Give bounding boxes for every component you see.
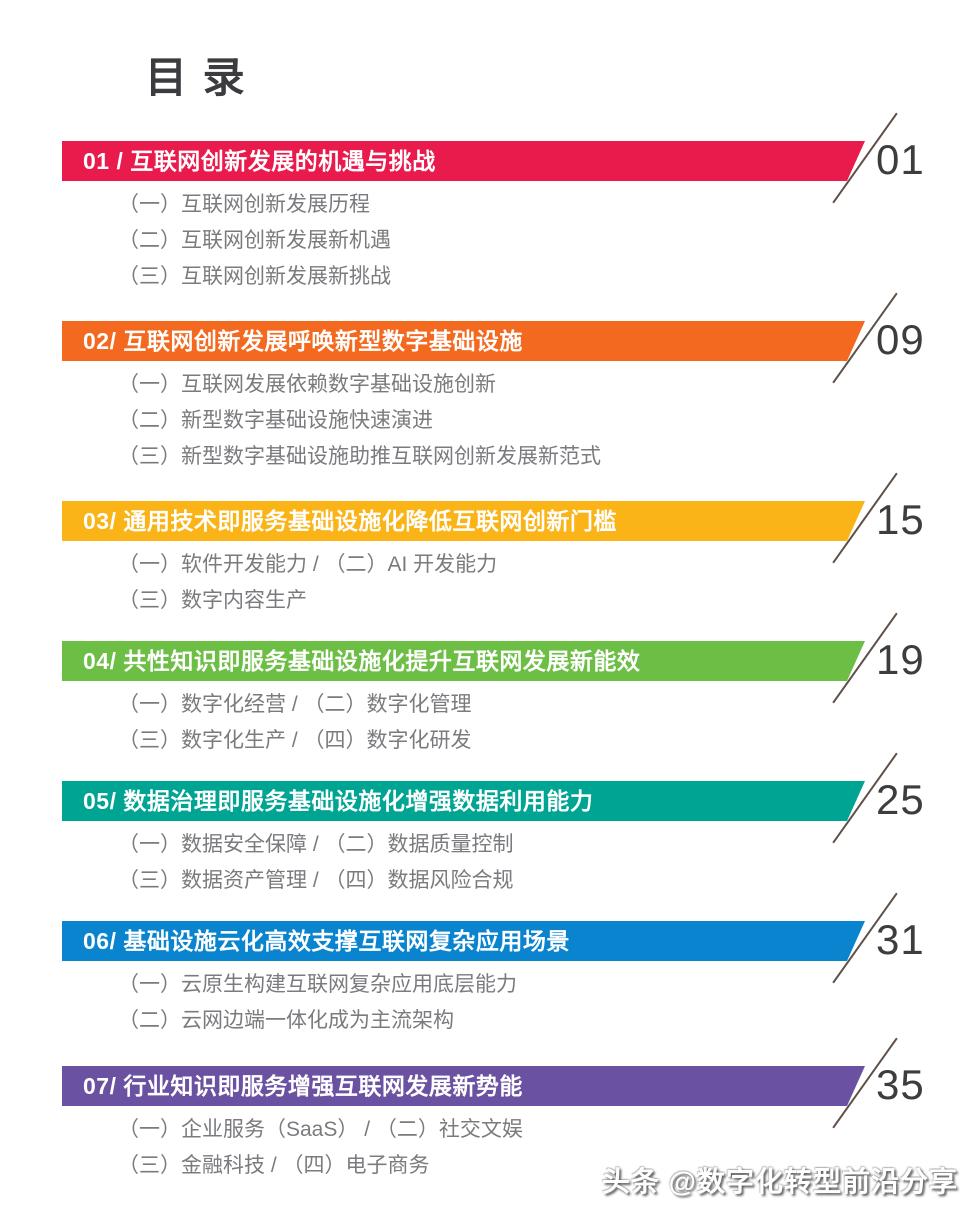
section-banner: 01 / 互联网创新发展的机遇与挑战 <box>62 141 865 181</box>
section-banner: 05/ 数据治理即服务基础设施化增强数据利用能力 <box>62 781 865 821</box>
toc-item: （一）互联网创新发展历程 <box>118 193 370 216</box>
toc-item: （三）数字内容生产 <box>118 589 307 612</box>
toc-item: （二）互联网创新发展新机遇 <box>118 229 391 252</box>
section-page-number: 25 <box>876 776 925 823</box>
section-page-number: 35 <box>876 1061 925 1108</box>
section-title: 03/ 通用技术即服务基础设施化降低互联网创新门槛 <box>83 508 617 534</box>
section-page-number: 15 <box>876 496 925 543</box>
toc-section-04: 04/ 共性知识即服务基础设施化提升互联网发展新能效 19 （一）数字化经营 /… <box>62 612 972 759</box>
toc-item: （三）新型数字基础设施助推互联网创新发展新范式 <box>118 445 601 468</box>
section-banner: 04/ 共性知识即服务基础设施化提升互联网发展新能效 <box>62 641 865 681</box>
watermark: 头条 @数字化转型前沿分享 <box>601 1166 958 1197</box>
section-items: （一）数据安全保障 / （二）数据质量控制 （三）数据资产管理 / （四）数据风… <box>62 827 972 899</box>
section-items: （一）软件开发能力 / （二）AI 开发能力 （三）数字内容生产 <box>62 547 972 619</box>
toc-section-01: 01 / 互联网创新发展的机遇与挑战 01 （一）互联网创新发展历程 （二）互联… <box>62 112 972 295</box>
section-items: （一）互联网发展依赖数字基础设施创新 （二）新型数字基础设施快速演进 （三）新型… <box>62 367 972 475</box>
section-banner: 06/ 基础设施云化高效支撑互联网复杂应用场景 <box>62 921 865 961</box>
section-items: （一）数字化经营 / （二）数字化管理 （三）数字化生产 / （四）数字化研发 <box>62 687 972 759</box>
toc-item: （一）软件开发能力 / （二）AI 开发能力 <box>118 553 498 576</box>
toc-item: （三）金融科技 / （四）电子商务 <box>118 1154 430 1177</box>
section-page-number: 01 <box>876 136 925 183</box>
toc-item: （一）数字化经营 / （二）数字化管理 <box>118 693 472 716</box>
toc-item: （三）数字化生产 / （四）数字化研发 <box>118 729 472 752</box>
toc-section-05: 05/ 数据治理即服务基础设施化增强数据利用能力 25 （一）数据安全保障 / … <box>62 752 972 899</box>
toc-item: （一）互联网发展依赖数字基础设施创新 <box>118 373 496 396</box>
section-page-number: 09 <box>876 316 925 363</box>
section-title: 01 / 互联网创新发展的机遇与挑战 <box>83 148 436 174</box>
section-items: （一）云原生构建互联网复杂应用底层能力 （二）云网边端一体化成为主流架构 <box>62 967 972 1039</box>
toc-item: （三）数据资产管理 / （四）数据风险合规 <box>118 869 514 892</box>
toc-item: （一）企业服务（SaaS） / （二）社交文娱 <box>118 1118 523 1141</box>
section-items: （一）企业服务（SaaS） / （二）社交文娱 （三）金融科技 / （四）电子商… <box>62 1112 972 1184</box>
toc-section-06: 06/ 基础设施云化高效支撑互联网复杂应用场景 31 （一）云原生构建互联网复杂… <box>62 892 972 1039</box>
toc-item: （一）数据安全保障 / （二）数据质量控制 <box>118 833 514 856</box>
toc-section-02: 02/ 互联网创新发展呼唤新型数字基础设施 09 （一）互联网发展依赖数字基础设… <box>62 292 972 475</box>
section-page-number: 31 <box>876 916 925 963</box>
toc-section-03: 03/ 通用技术即服务基础设施化降低互联网创新门槛 15 （一）软件开发能力 /… <box>62 472 972 619</box>
section-title: 05/ 数据治理即服务基础设施化增强数据利用能力 <box>83 788 594 814</box>
section-banner: 03/ 通用技术即服务基础设施化降低互联网创新门槛 <box>62 501 865 541</box>
toc-item: （三）互联网创新发展新挑战 <box>118 265 391 288</box>
section-banner: 02/ 互联网创新发展呼唤新型数字基础设施 <box>62 321 865 361</box>
toc-item: （二）云网边端一体化成为主流架构 <box>118 1009 454 1032</box>
page-title: 目 录 <box>145 54 247 102</box>
section-page-number: 19 <box>876 636 925 683</box>
section-title: 07/ 行业知识即服务增强互联网发展新势能 <box>83 1073 523 1099</box>
section-title: 02/ 互联网创新发展呼唤新型数字基础设施 <box>83 328 523 354</box>
section-title: 04/ 共性知识即服务基础设施化提升互联网发展新能效 <box>83 648 641 674</box>
section-banner: 07/ 行业知识即服务增强互联网发展新势能 <box>62 1066 865 1106</box>
toc-item: （一）云原生构建互联网复杂应用底层能力 <box>118 973 517 996</box>
toc-section-07: 07/ 行业知识即服务增强互联网发展新势能 35 （一）企业服务（SaaS） /… <box>62 1037 972 1184</box>
section-title: 06/ 基础设施云化高效支撑互联网复杂应用场景 <box>83 928 570 954</box>
toc-item: （二）新型数字基础设施快速演进 <box>118 409 433 432</box>
section-items: （一）互联网创新发展历程 （二）互联网创新发展新机遇 （三）互联网创新发展新挑战 <box>62 187 972 295</box>
